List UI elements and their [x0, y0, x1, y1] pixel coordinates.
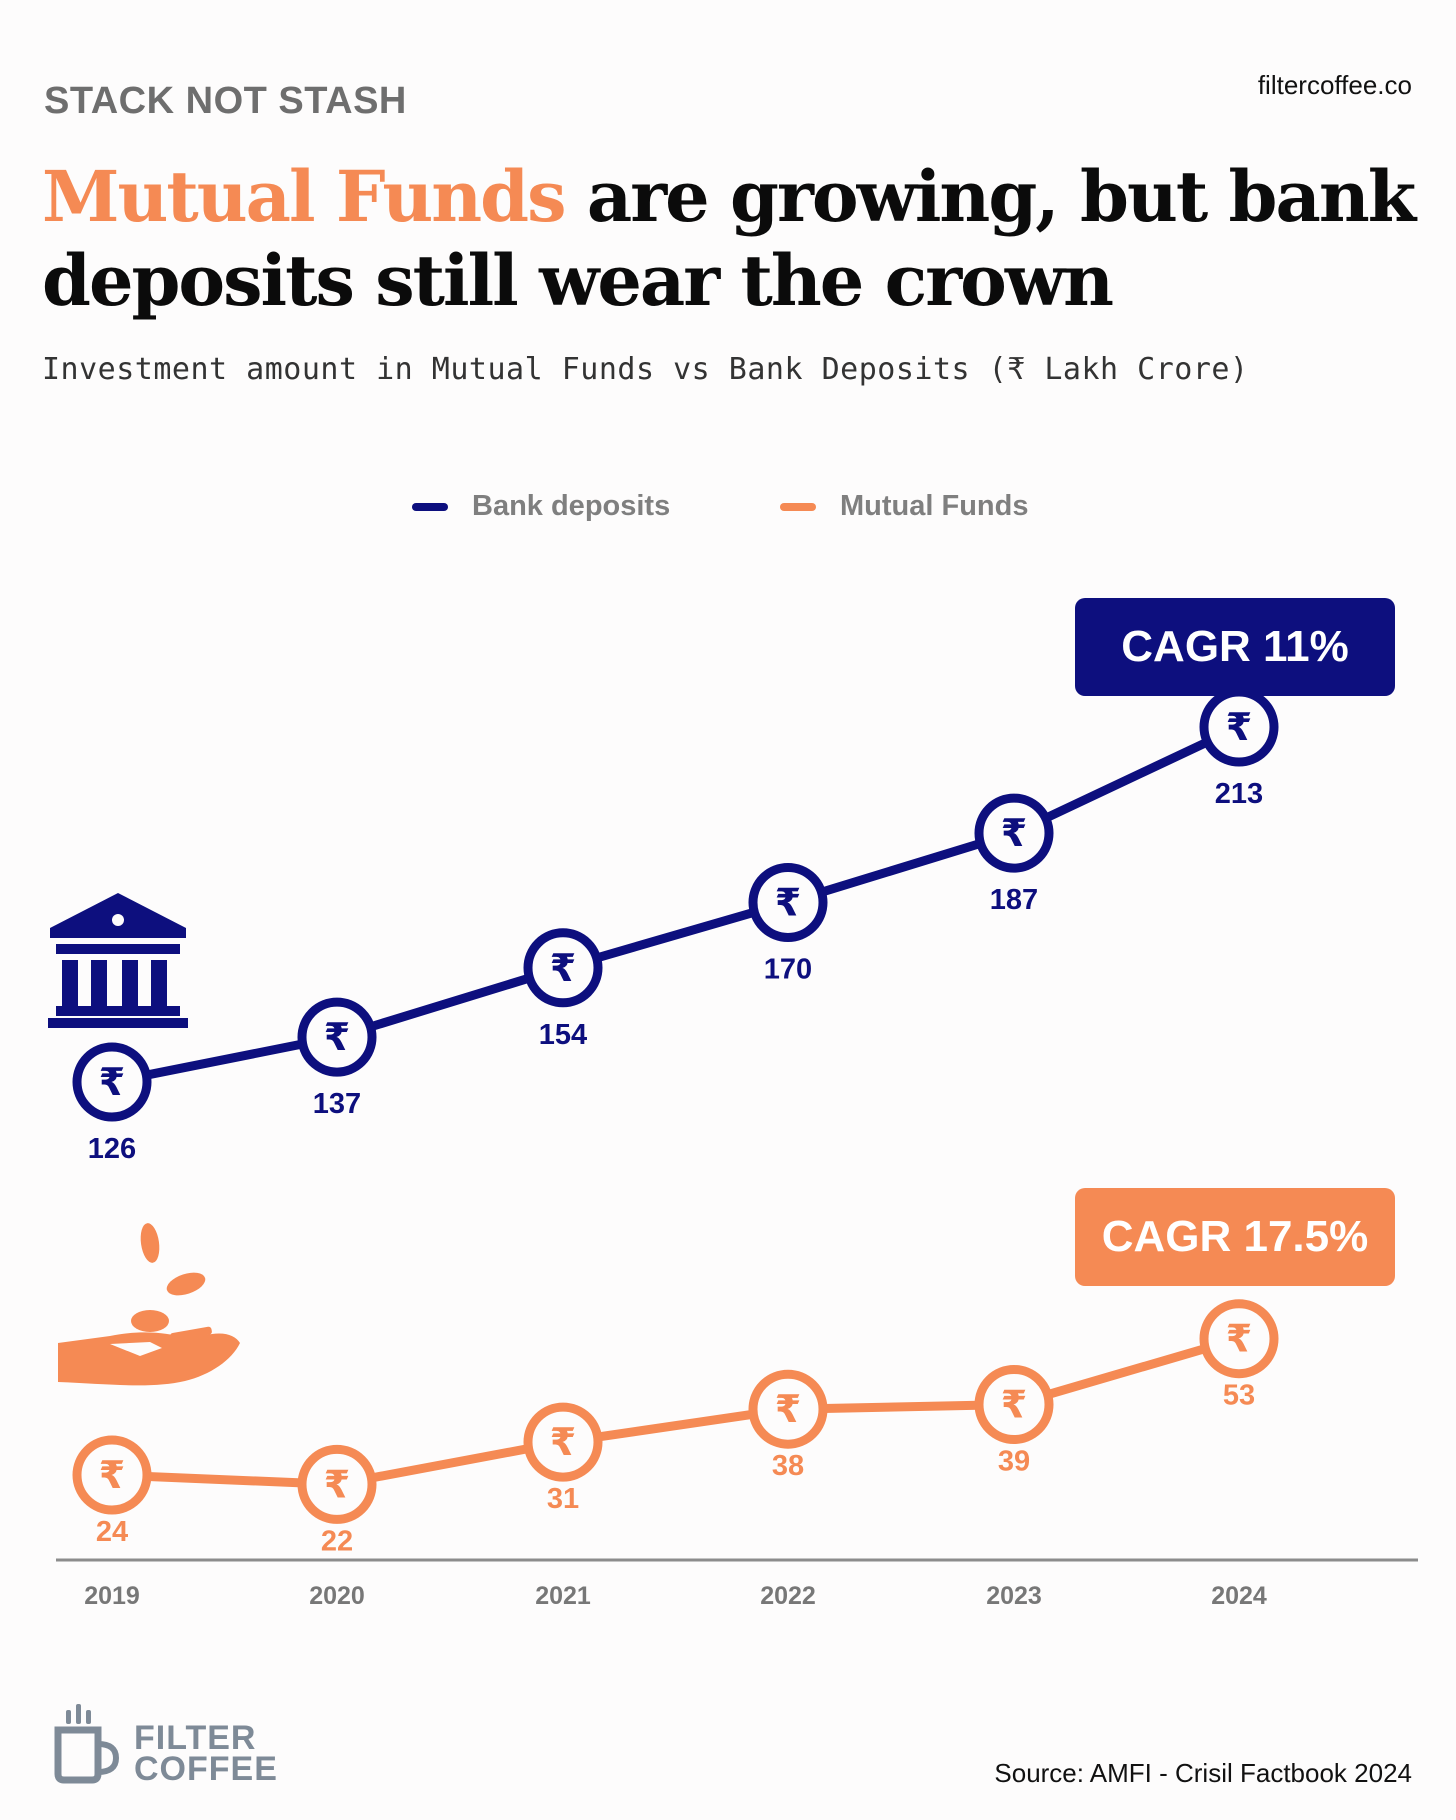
data-label: 39 — [998, 1446, 1030, 1478]
kicker: STACK NOT STASH — [44, 80, 407, 122]
legend-swatch-mf — [780, 502, 816, 511]
cagr-label: CAGR 11% — [1121, 622, 1348, 671]
page-title: Mutual Funds are growing, but bank depos… — [42, 155, 1422, 323]
rupee-coin-icon — [297, 1444, 377, 1524]
legend-label-bank: Bank deposits — [472, 490, 671, 522]
data-label: 53 — [1223, 1380, 1255, 1412]
series-line — [111, 1334, 1241, 1489]
rupee-symbol: ₹ — [324, 1015, 350, 1059]
x-tick-label: 2023 — [986, 1582, 1042, 1610]
x-tick-label: 2019 — [84, 1582, 140, 1610]
data-label: 24 — [96, 1516, 128, 1548]
series-bank-deposits: ₹126 ₹137 ₹154 ₹170 ₹187 ₹213 CAGR 11% — [72, 598, 1395, 1165]
cagr-badge — [1075, 598, 1395, 696]
rupee-coin-icon — [523, 928, 603, 1008]
cagr-badge — [1075, 1188, 1395, 1286]
site-url: filtercoffee.co — [1257, 70, 1412, 100]
legend-item-mf: Mutual Funds — [780, 490, 1028, 523]
rupee-coin-icon — [748, 1369, 828, 1449]
line-chart: 2019 2020 2021 2022 2023 2024 ₹126 ₹137 ₹154 ₹17… — [48, 598, 1418, 1610]
legend: Bank deposits Mutual Funds — [0, 490, 1456, 530]
title-highlight: Mutual Funds — [42, 155, 567, 238]
rupee-symbol: ₹ — [324, 1462, 350, 1506]
data-label: 170 — [764, 953, 812, 985]
logo-line-1: FILTER — [134, 1719, 257, 1757]
rupee-symbol: ₹ — [99, 1060, 125, 1104]
hand-with-coins-icon — [58, 1223, 240, 1386]
rupee-symbol: ₹ — [1226, 705, 1252, 749]
x-tick-label: 2020 — [309, 1582, 365, 1610]
legend-swatch-bank — [412, 502, 448, 511]
rupee-coin-icon — [297, 997, 377, 1077]
rupee-symbol: ₹ — [1001, 1383, 1027, 1427]
data-label: 38 — [772, 1450, 804, 1482]
data-label: 187 — [990, 884, 1038, 916]
rupee-coin-icon — [974, 793, 1054, 873]
rupee-symbol: ₹ — [1001, 811, 1027, 855]
x-tick-label: 2024 — [1211, 1582, 1267, 1610]
source-note: Source: AMFI - Crisil Factbook 2024 — [994, 1758, 1412, 1788]
rupee-coin-icon — [72, 1042, 152, 1122]
rupee-symbol: ₹ — [550, 946, 576, 990]
x-tick-label: 2022 — [760, 1582, 816, 1610]
cagr-label: CAGR 17.5% — [1102, 1212, 1369, 1261]
x-tick-label: 2021 — [535, 1582, 591, 1610]
legend-label-mf: Mutual Funds — [840, 490, 1029, 522]
rupee-symbol: ₹ — [775, 880, 801, 924]
series-line — [111, 722, 1241, 1087]
subtitle: Investment amount in Mutual Funds vs Ban… — [42, 352, 1249, 387]
data-label: 137 — [313, 1088, 361, 1120]
title-rest: are growing, but bank deposits still wea… — [42, 155, 1416, 322]
bank-building-icon — [48, 893, 188, 1028]
rupee-symbol: ₹ — [1226, 1317, 1252, 1361]
rupee-coin-icon — [974, 1365, 1054, 1444]
data-label: 154 — [539, 1019, 587, 1051]
series-mutual-funds: ₹24 ₹22 ₹31 ₹38 ₹39 ₹53 CAGR 17.5% — [72, 1188, 1395, 1557]
rupee-coin-icon — [72, 1435, 152, 1515]
coffee-cup-icon — [54, 1704, 120, 1784]
rupee-coin-icon — [748, 862, 828, 942]
data-label: 22 — [321, 1525, 353, 1557]
data-label: 31 — [547, 1483, 579, 1515]
logo-wordmark: FILTER COFFEE — [134, 1719, 278, 1788]
rupee-symbol: ₹ — [775, 1387, 801, 1431]
data-label: 126 — [88, 1133, 136, 1165]
data-label: 213 — [1215, 778, 1263, 810]
rupee-symbol: ₹ — [99, 1453, 125, 1497]
legend-item-bank: Bank deposits — [412, 490, 670, 523]
rupee-coin-icon — [523, 1402, 603, 1482]
rupee-coin-icon — [1199, 1299, 1279, 1379]
rupee-symbol: ₹ — [550, 1420, 576, 1464]
logo-line-2: COFFEE — [134, 1750, 278, 1788]
